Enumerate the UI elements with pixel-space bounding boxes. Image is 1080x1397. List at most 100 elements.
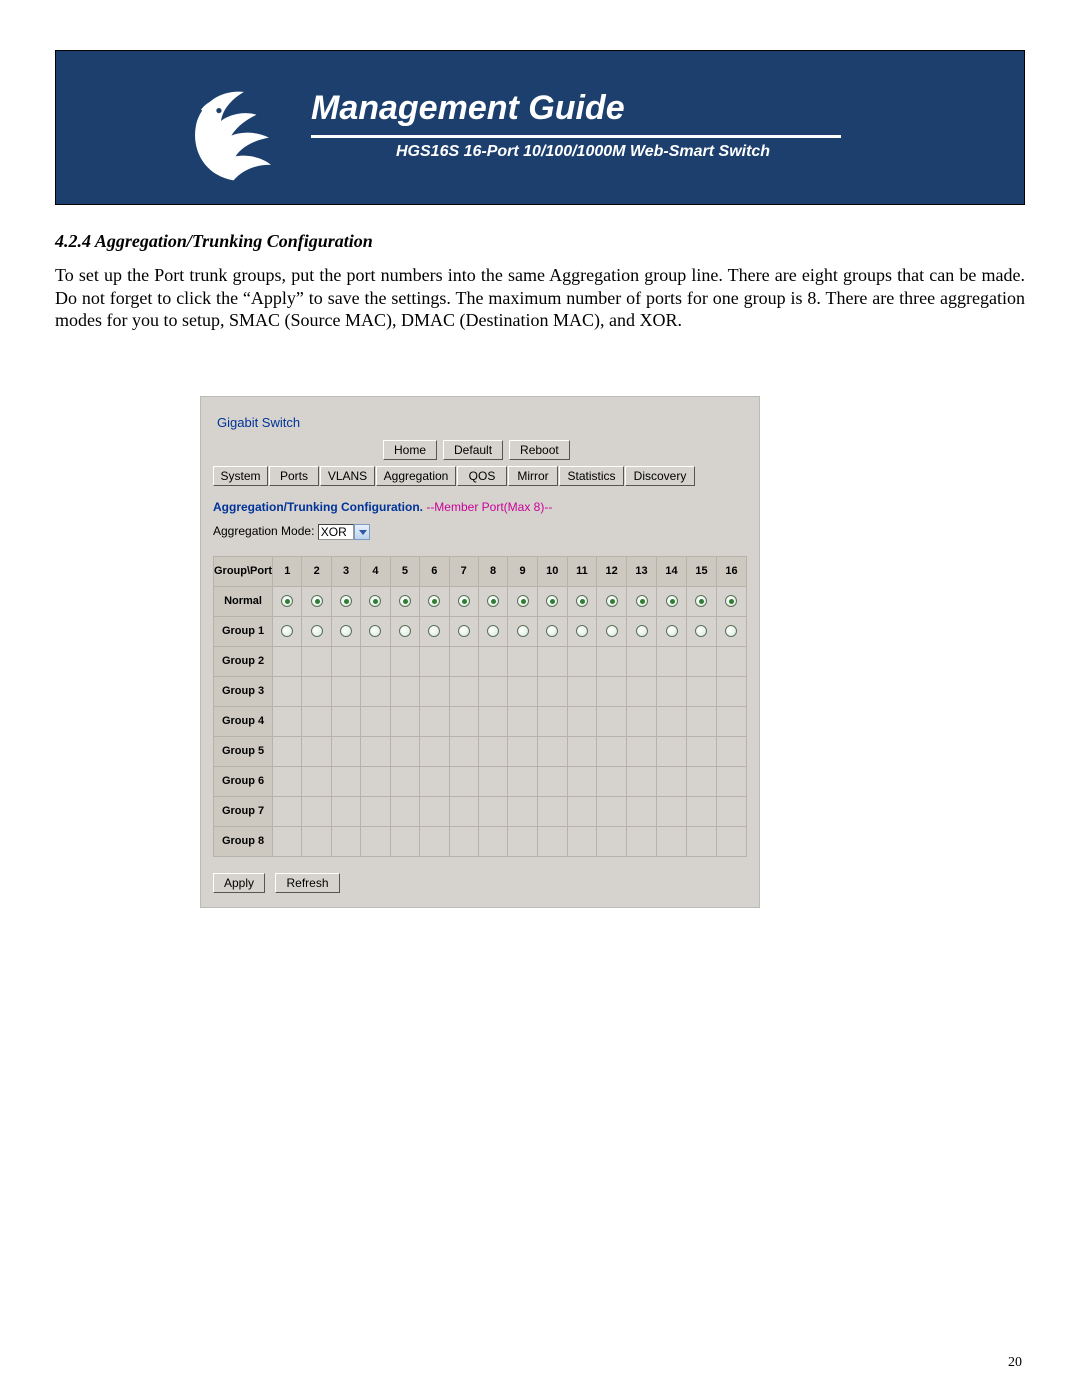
- cell[interactable]: [390, 586, 419, 616]
- radio-port-2[interactable]: [311, 625, 323, 637]
- cell[interactable]: [627, 616, 657, 646]
- cell: [537, 766, 567, 796]
- cell[interactable]: [716, 616, 746, 646]
- radio-port-16[interactable]: [725, 595, 737, 607]
- cell[interactable]: [420, 616, 449, 646]
- tab-vlans[interactable]: VLANS: [320, 466, 375, 486]
- radio-port-11[interactable]: [576, 625, 588, 637]
- cell[interactable]: [597, 586, 627, 616]
- dropdown-arrow-icon[interactable]: [354, 524, 370, 540]
- cell[interactable]: [508, 616, 537, 646]
- cell[interactable]: [687, 616, 717, 646]
- section-heading: 4.2.4 Aggregation/Trunking Configuration: [55, 231, 1025, 252]
- cell[interactable]: [537, 616, 567, 646]
- cell[interactable]: [449, 586, 478, 616]
- cell[interactable]: [657, 616, 687, 646]
- cell[interactable]: [627, 586, 657, 616]
- cell[interactable]: [420, 586, 449, 616]
- aggregation-mode-select[interactable]: XOR: [318, 524, 370, 540]
- cell[interactable]: [331, 586, 360, 616]
- header-port-7: 7: [449, 556, 478, 586]
- radio-port-4[interactable]: [369, 625, 381, 637]
- radio-port-7[interactable]: [458, 625, 470, 637]
- radio-port-1[interactable]: [281, 625, 293, 637]
- radio-port-3[interactable]: [340, 625, 352, 637]
- radio-port-2[interactable]: [311, 595, 323, 607]
- cell: [508, 736, 537, 766]
- cell: [567, 706, 596, 736]
- radio-port-7[interactable]: [458, 595, 470, 607]
- tab-qos[interactable]: QOS: [457, 466, 507, 486]
- cell: [478, 676, 507, 706]
- cell[interactable]: [331, 616, 360, 646]
- cell: [716, 796, 746, 826]
- radio-port-3[interactable]: [340, 595, 352, 607]
- top-button-row: Home Default Reboot: [383, 440, 747, 460]
- cell[interactable]: [567, 586, 596, 616]
- cell[interactable]: [508, 586, 537, 616]
- tab-ports[interactable]: Ports: [269, 466, 319, 486]
- row-label: Normal: [214, 586, 273, 616]
- radio-port-5[interactable]: [399, 595, 411, 607]
- radio-port-15[interactable]: [695, 595, 707, 607]
- radio-port-16[interactable]: [725, 625, 737, 637]
- cell[interactable]: [716, 586, 746, 616]
- radio-port-10[interactable]: [546, 595, 558, 607]
- tab-aggregation[interactable]: Aggregation: [376, 466, 456, 486]
- radio-port-15[interactable]: [695, 625, 707, 637]
- cell[interactable]: [567, 616, 596, 646]
- cell: [420, 766, 449, 796]
- cell: [597, 796, 627, 826]
- tab-discovery[interactable]: Discovery: [625, 466, 695, 486]
- radio-port-9[interactable]: [517, 625, 529, 637]
- radio-port-5[interactable]: [399, 625, 411, 637]
- radio-port-6[interactable]: [428, 595, 440, 607]
- row-label: Group 5: [214, 736, 273, 766]
- cell[interactable]: [537, 586, 567, 616]
- radio-port-6[interactable]: [428, 625, 440, 637]
- config-title-strong: Aggregation/Trunking Configuration.: [213, 500, 423, 514]
- cell: [361, 646, 390, 676]
- cell[interactable]: [478, 616, 507, 646]
- cell[interactable]: [687, 586, 717, 616]
- radio-port-9[interactable]: [517, 595, 529, 607]
- cell: [508, 706, 537, 736]
- cell[interactable]: [597, 616, 627, 646]
- cell[interactable]: [478, 586, 507, 616]
- radio-port-1[interactable]: [281, 595, 293, 607]
- radio-port-11[interactable]: [576, 595, 588, 607]
- radio-port-14[interactable]: [666, 625, 678, 637]
- cell[interactable]: [390, 616, 419, 646]
- home-button[interactable]: Home: [383, 440, 437, 460]
- radio-port-10[interactable]: [546, 625, 558, 637]
- radio-port-12[interactable]: [606, 625, 618, 637]
- cell[interactable]: [449, 616, 478, 646]
- header-port-1: 1: [273, 556, 302, 586]
- radio-port-12[interactable]: [606, 595, 618, 607]
- radio-port-4[interactable]: [369, 595, 381, 607]
- radio-port-14[interactable]: [666, 595, 678, 607]
- cell[interactable]: [361, 616, 390, 646]
- radio-port-8[interactable]: [487, 595, 499, 607]
- tab-system[interactable]: System: [213, 466, 268, 486]
- row-label: Group 8: [214, 826, 273, 856]
- radio-port-13[interactable]: [636, 625, 648, 637]
- default-button[interactable]: Default: [443, 440, 503, 460]
- table-row: Group 3: [214, 676, 747, 706]
- cell[interactable]: [302, 616, 331, 646]
- refresh-button[interactable]: Refresh: [275, 873, 339, 893]
- radio-port-8[interactable]: [487, 625, 499, 637]
- cell[interactable]: [273, 586, 302, 616]
- reboot-button[interactable]: Reboot: [509, 440, 570, 460]
- cell: [390, 826, 419, 856]
- apply-button[interactable]: Apply: [213, 873, 265, 893]
- cell[interactable]: [273, 616, 302, 646]
- tab-statistics[interactable]: Statistics: [559, 466, 624, 486]
- tab-mirror[interactable]: Mirror: [508, 466, 558, 486]
- cell[interactable]: [302, 586, 331, 616]
- radio-port-13[interactable]: [636, 595, 648, 607]
- cell: [449, 706, 478, 736]
- cell[interactable]: [657, 586, 687, 616]
- cell: [331, 706, 360, 736]
- cell[interactable]: [361, 586, 390, 616]
